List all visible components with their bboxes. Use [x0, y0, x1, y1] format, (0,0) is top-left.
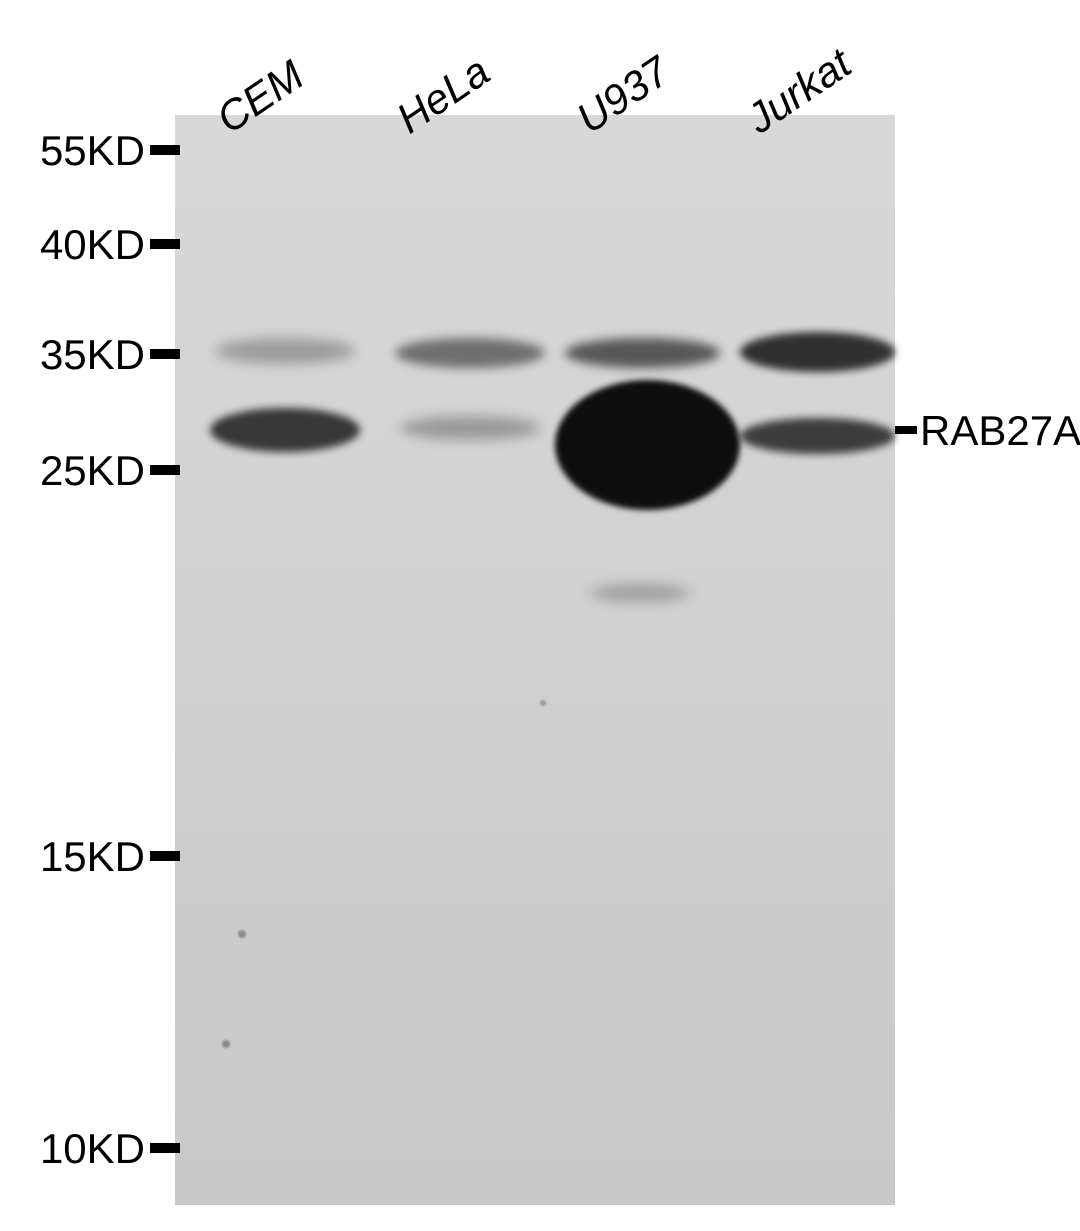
mw-label-25kd: 25KD: [40, 447, 145, 495]
mw-tick-25kd: [150, 465, 180, 475]
noise-speck: [222, 1040, 230, 1048]
band-jurkat: [740, 418, 895, 454]
band-jurkat: [740, 332, 895, 372]
noise-speck: [540, 700, 546, 706]
band-u937: [590, 584, 690, 602]
band-hela: [400, 416, 540, 440]
mw-label-10kd: 10KD: [40, 1125, 145, 1173]
band-cem: [210, 408, 360, 452]
mw-label-55kd: 55KD: [40, 127, 145, 175]
western-blot-figure: CEM HeLa U937 Jurkat 55KD 40KD 35KD 25KD…: [0, 0, 1080, 1231]
band-u937: [555, 380, 740, 510]
target-label-rab27a: RAB27A: [920, 407, 1080, 455]
mw-label-40kd: 40KD: [40, 221, 145, 269]
target-tick-rab27a: [895, 426, 917, 434]
noise-speck: [238, 930, 246, 938]
mw-label-35kd: 35KD: [40, 331, 145, 379]
band-cem: [215, 338, 355, 364]
mw-tick-10kd: [150, 1143, 180, 1153]
mw-tick-40kd: [150, 239, 180, 249]
band-hela: [395, 338, 545, 368]
mw-tick-15kd: [150, 851, 180, 861]
band-u937: [565, 338, 720, 368]
mw-tick-55kd: [150, 145, 180, 155]
blot-membrane: [175, 115, 895, 1205]
mw-label-15kd: 15KD: [40, 833, 145, 881]
mw-tick-35kd: [150, 349, 180, 359]
